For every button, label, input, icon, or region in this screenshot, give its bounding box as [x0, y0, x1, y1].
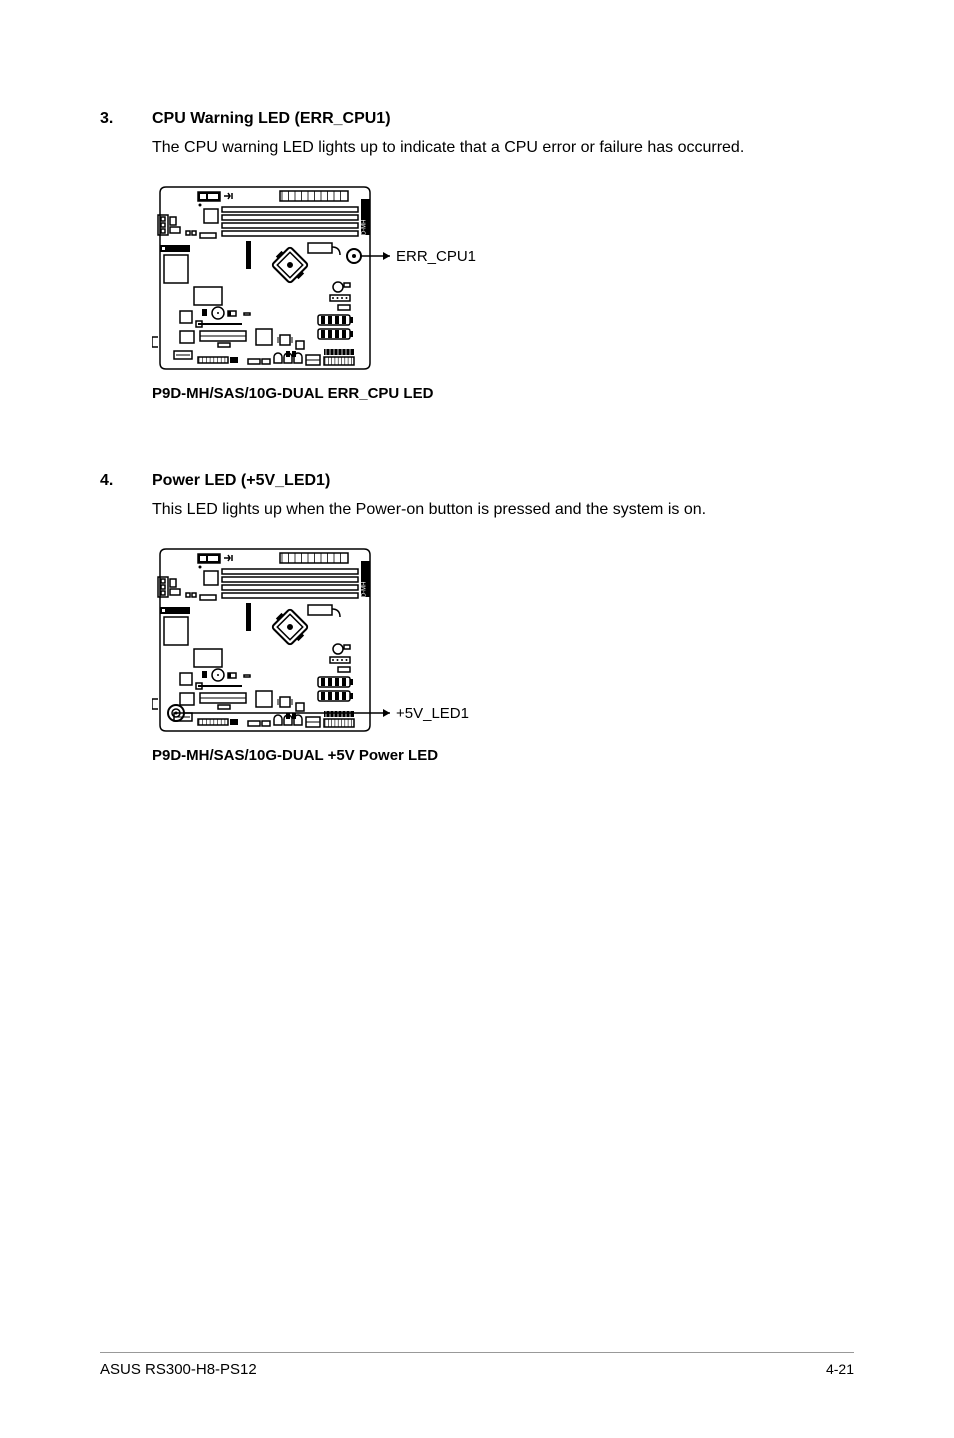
section-head: 4. Power LED (+5V_LED1)	[100, 472, 854, 490]
section-power-led: 4. Power LED (+5V_LED1) This LED lights …	[100, 472, 854, 764]
svg-text:+5V_LED1: +5V_LED1	[396, 705, 469, 722]
section-head: 3. CPU Warning LED (ERR_CPU1)	[100, 110, 854, 128]
section-desc: This LED lights up when the Power-on but…	[152, 498, 854, 521]
svg-text:P9D-MH: P9D-MH	[362, 582, 368, 605]
diagram: P9D-MH ERR_CPU1 P9D-MH/SAS/10G-DUAL ERR_C…	[152, 181, 854, 402]
footer-right: 4-21	[826, 1361, 854, 1377]
section-title: CPU Warning LED (ERR_CPU1)	[152, 110, 391, 128]
page-footer: ASUS RS300-H8-PS12 4-21	[100, 1352, 854, 1378]
section-desc: The CPU warning LED lights up to indicat…	[152, 136, 854, 159]
section-number: 3.	[100, 110, 152, 128]
section-cpu-warning-led: 3. CPU Warning LED (ERR_CPU1) The CPU wa…	[100, 110, 854, 402]
board-diagram: P9D-MH ERR_CPU1	[152, 181, 522, 376]
diagram-caption: P9D-MH/SAS/10G-DUAL +5V Power LED	[152, 747, 854, 764]
diagram-caption: P9D-MH/SAS/10G-DUAL ERR_CPU LED	[152, 385, 854, 402]
svg-text:ERR_CPU1: ERR_CPU1	[396, 248, 476, 265]
board-diagram: P9D-MH +5V_LED1	[152, 543, 522, 738]
section-number: 4.	[100, 472, 152, 490]
footer-left: ASUS RS300-H8-PS12	[100, 1361, 257, 1378]
svg-text:P9D-MH: P9D-MH	[362, 220, 368, 243]
section-title: Power LED (+5V_LED1)	[152, 472, 330, 490]
diagram: P9D-MH +5V_LED1 P9D-MH/SAS/10G-DUAL +5V P…	[152, 543, 854, 764]
